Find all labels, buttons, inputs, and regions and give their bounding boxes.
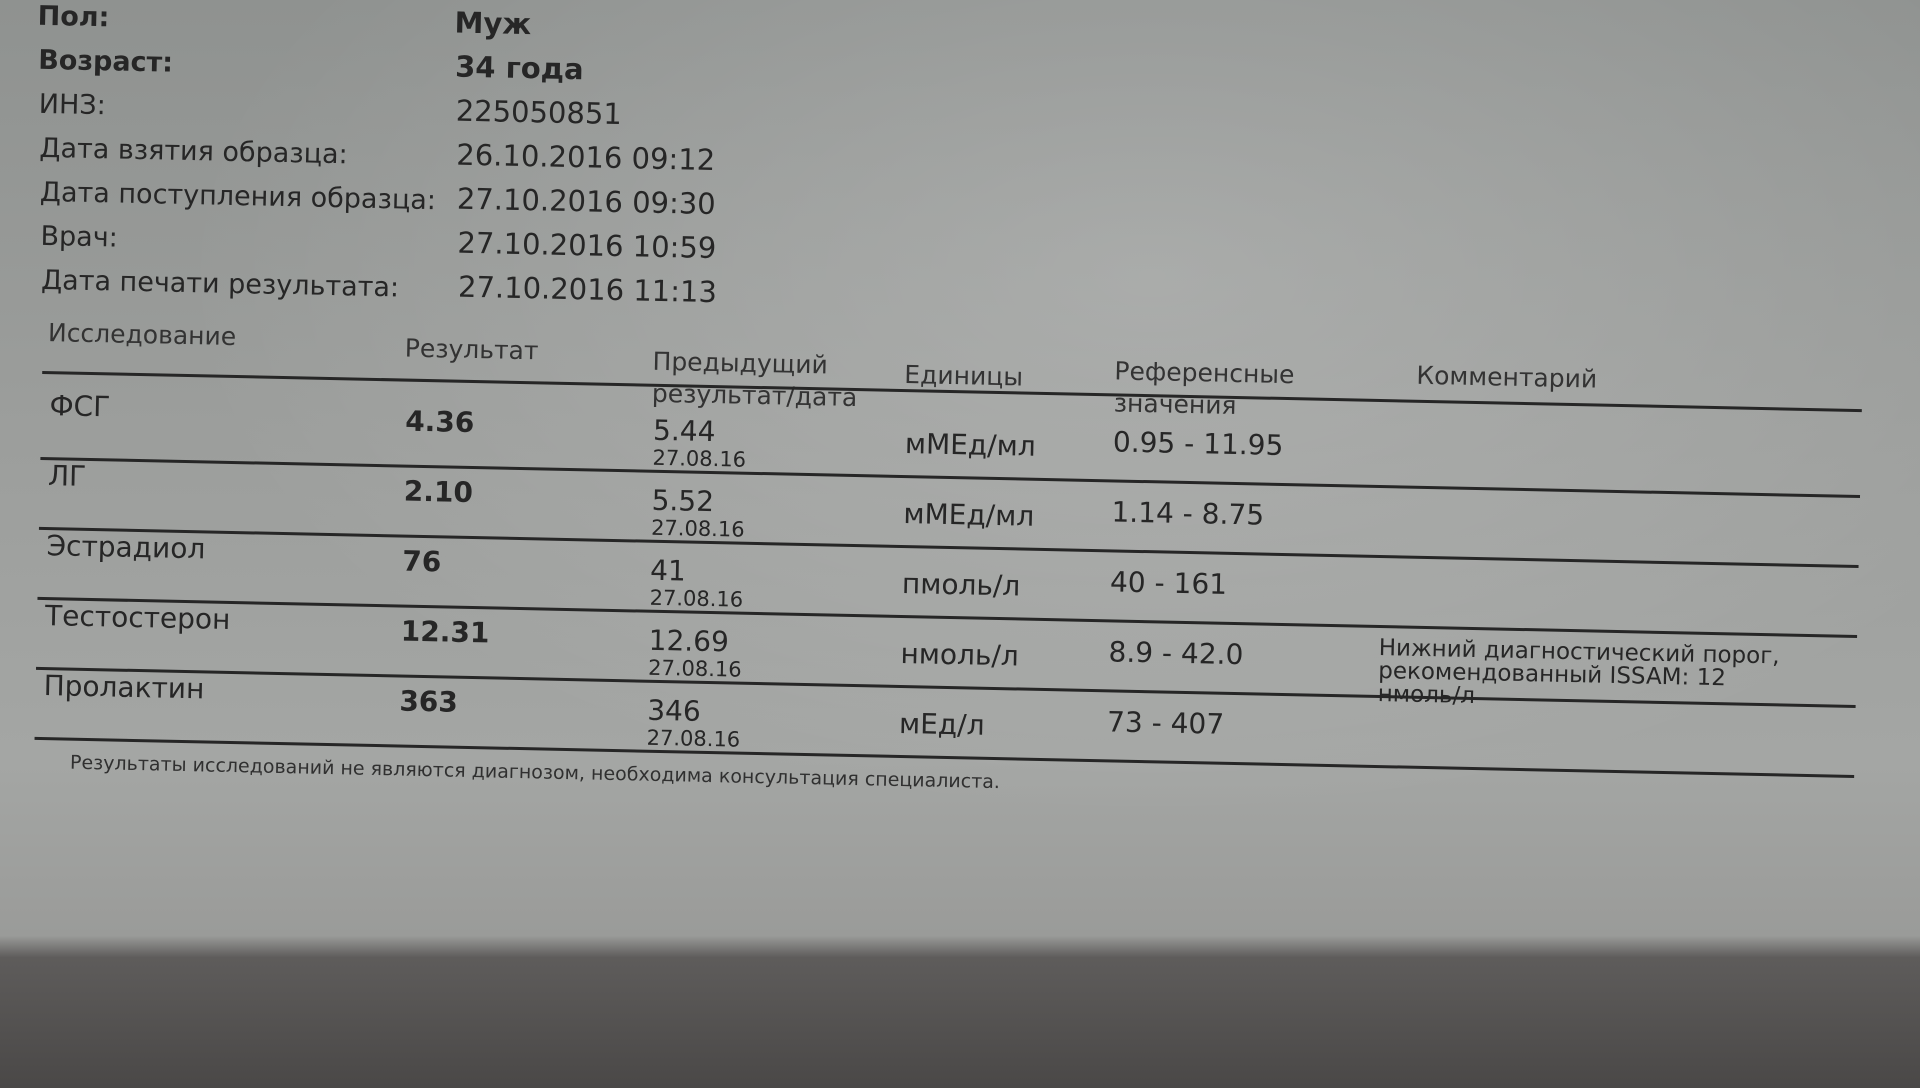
row-result: 2.10 xyxy=(403,474,474,510)
previous-date: 27.08.16 xyxy=(646,725,741,752)
row-reference: 73 - 407 xyxy=(1106,705,1225,741)
previous-date: 27.08.16 xyxy=(649,585,744,612)
row-name: Эстрадиол xyxy=(46,529,206,566)
row-reference: 0.95 - 11.95 xyxy=(1112,425,1284,462)
row-result: 12.31 xyxy=(400,614,490,650)
patient-field-label: Пол: xyxy=(37,0,110,34)
patient-field-value: 27.10.2016 10:59 xyxy=(457,225,717,266)
row-result: 4.36 xyxy=(404,404,475,440)
lab-report: Пол: Муж Возраст: 34 года ИНЗ: 225050851 Дата … xyxy=(34,0,1862,794)
row-units: мЕд/л xyxy=(898,706,985,742)
patient-field-value: 26.10.2016 09:12 xyxy=(456,137,716,178)
header-comment: Комментарий xyxy=(1416,360,1598,394)
patient-field-label: ИНЗ: xyxy=(38,88,107,122)
row-previous: 12.69 27.08.16 xyxy=(647,623,743,682)
patient-field-value: Муж xyxy=(454,5,532,42)
row-reference: 1.14 - 8.75 xyxy=(1111,495,1265,532)
previous-value: 5.52 xyxy=(651,483,715,519)
patient-field-value: 27.10.2016 09:30 xyxy=(456,181,717,222)
patient-field-label: Врач: xyxy=(40,220,119,254)
header-reference: Референсные значения xyxy=(1113,356,1295,420)
header-units: Единицы xyxy=(904,360,1024,392)
row-units: пмоль/л xyxy=(901,567,1021,603)
previous-value: 41 xyxy=(649,553,687,588)
row-units: мМЕд/мл xyxy=(903,497,1035,533)
previous-date: 27.08.16 xyxy=(650,515,745,542)
paper-background xyxy=(0,0,1920,920)
patient-field-label: Дата поступления образца: xyxy=(39,176,437,217)
patient-field-label: Дата печати результата: xyxy=(40,264,400,304)
row-previous: 5.52 27.08.16 xyxy=(650,483,746,542)
row-reference: 40 - 161 xyxy=(1109,565,1228,601)
row-name: ЛГ xyxy=(47,459,87,493)
header-result: Результат xyxy=(404,333,539,366)
header-previous: Предыдущий результат/дата xyxy=(651,346,858,413)
patient-field-value: 225050851 xyxy=(455,93,623,132)
patient-field-value: 34 года xyxy=(454,49,585,87)
row-previous: 346 27.08.16 xyxy=(646,693,741,752)
row-name: ФСГ xyxy=(49,389,111,424)
row-result: 363 xyxy=(399,684,459,719)
header-study: Исследование xyxy=(47,318,237,352)
previous-date: 27.08.16 xyxy=(647,655,742,682)
row-units: нмоль/л xyxy=(900,637,1020,673)
row-reference: 8.9 - 42.0 xyxy=(1108,635,1244,672)
patient-field-label: Дата взятия образца: xyxy=(39,132,349,171)
row-divider xyxy=(40,456,1861,499)
row-previous: 5.44 27.08.16 xyxy=(652,413,747,472)
previous-value: 12.69 xyxy=(648,623,730,659)
row-previous: 41 27.08.16 xyxy=(649,553,744,612)
disclaimer: Результаты исследований не являются диаг… xyxy=(69,751,1001,794)
row-name: Тестостерон xyxy=(44,599,231,636)
row-result: 76 xyxy=(401,544,442,579)
row-divider xyxy=(37,596,1858,639)
row-divider xyxy=(38,526,1859,569)
previous-value: 5.44 xyxy=(652,413,716,449)
patient-field-label: Возраст: xyxy=(37,44,174,79)
patient-field-value: 27.10.2016 11:13 xyxy=(457,269,718,310)
row-units: мМЕд/мл xyxy=(904,427,1037,463)
previous-value: 346 xyxy=(646,693,702,728)
previous-date: 27.08.16 xyxy=(652,445,747,472)
row-name: Пролактин xyxy=(43,669,205,706)
